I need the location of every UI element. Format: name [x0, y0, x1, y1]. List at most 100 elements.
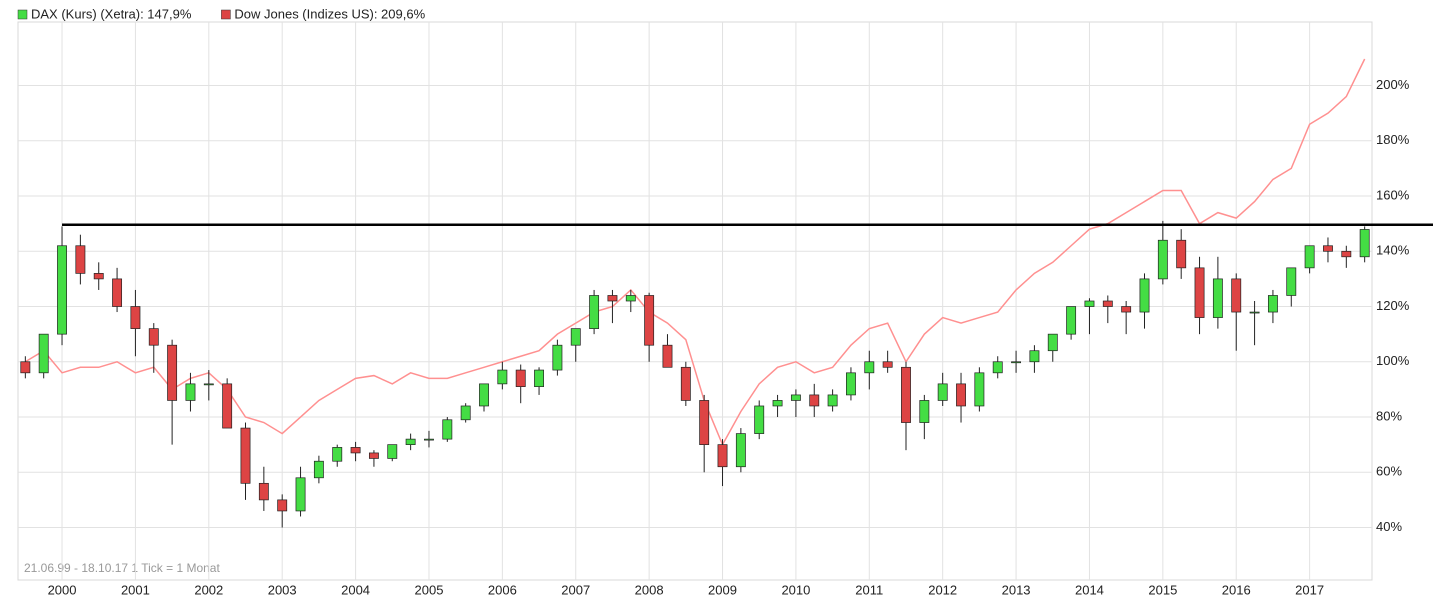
candle-body: [827, 394, 838, 407]
candle-body: [992, 361, 1003, 374]
x-tick-label: 2011: [855, 582, 883, 597]
candle-body: [1194, 267, 1205, 318]
candle-body: [754, 405, 765, 434]
candle-body: [387, 444, 398, 459]
candle-body: [93, 273, 104, 280]
candle-body: [772, 400, 783, 407]
footnote: 21.06.99 - 18.10.17 1 Tick = 1 Monat: [24, 561, 220, 575]
candle-body: [515, 369, 526, 387]
x-tick-label: 2000: [48, 582, 77, 597]
candle-body: [644, 295, 655, 346]
candle-body: [112, 278, 123, 307]
y-tick-label: 180%: [1376, 132, 1410, 147]
candle-body: [1341, 250, 1352, 258]
y-tick-label: 200%: [1376, 77, 1410, 92]
candle-body: [1029, 350, 1040, 363]
x-tick-label: 2013: [1002, 582, 1031, 597]
candle-body: [368, 452, 379, 459]
candle-body: [1066, 306, 1077, 335]
candle-body: [589, 295, 600, 329]
candle-body: [405, 438, 416, 445]
candle-body: [313, 460, 324, 479]
candle-body: [167, 344, 178, 401]
legend-label: DAX (Kurs) (Xetra): 147,9%: [31, 6, 192, 21]
grid: [18, 22, 1372, 580]
candle-body: [1231, 278, 1242, 313]
candle-body: [552, 344, 563, 371]
x-tick-label: 2005: [415, 582, 444, 597]
y-tick-label: 40%: [1376, 519, 1402, 534]
candle-body: [882, 361, 893, 368]
y-tick-label: 60%: [1376, 464, 1402, 479]
candle-body: [901, 366, 911, 423]
x-tick-label: 2015: [1148, 582, 1177, 597]
candle-body: [662, 344, 673, 368]
x-tick-label: 2001: [121, 582, 150, 597]
candle-body: [1121, 306, 1132, 313]
candle-body: [258, 482, 269, 501]
candle-body: [1304, 245, 1315, 269]
x-tick-label: 2017: [1295, 582, 1324, 597]
candle-body: [534, 369, 544, 387]
candle-body: [974, 372, 985, 407]
candle-body: [350, 447, 361, 454]
candle-body: [625, 295, 636, 302]
candle-body: [809, 394, 820, 407]
candle-body: [956, 383, 966, 407]
candle-body: [864, 361, 875, 374]
candle-body: [735, 433, 746, 468]
candle-body: [460, 405, 471, 421]
candle-body: [1084, 300, 1095, 307]
candle-body: [240, 427, 251, 484]
candle-body: [607, 295, 618, 302]
candle-body: [570, 328, 581, 346]
candle-body: [1359, 229, 1370, 258]
candle-body: [1011, 361, 1022, 364]
legend-swatch: [17, 9, 28, 20]
y-tick-label: 100%: [1376, 353, 1410, 368]
plot-frame: [17, 21, 1373, 581]
x-tick-label: 2009: [708, 582, 737, 597]
candle-body: [1102, 300, 1113, 307]
candle-body: [1157, 239, 1168, 280]
candle-body: [424, 438, 434, 441]
candle-body: [790, 394, 801, 401]
candle-body: [332, 447, 343, 462]
y-tick-label: 80%: [1376, 408, 1402, 423]
candle-body: [1047, 333, 1058, 352]
candle-body: [442, 419, 453, 440]
candle-body: [148, 328, 159, 346]
x-tick-label: 2016: [1222, 582, 1251, 597]
candle-body: [1249, 311, 1260, 314]
candle-body: [20, 361, 31, 374]
x-tick-label: 2012: [928, 582, 957, 597]
candle-body: [1286, 267, 1297, 296]
candle-body: [919, 400, 930, 423]
x-tick-label: 2008: [635, 582, 664, 597]
candle-body: [203, 383, 214, 386]
x-tick-label: 2004: [341, 582, 370, 597]
y-tick-label: 140%: [1376, 243, 1410, 258]
legend-swatch: [221, 9, 231, 20]
candle-body: [717, 444, 728, 468]
candle-body: [222, 383, 233, 429]
candle-body: [75, 245, 86, 274]
x-tick-label: 2002: [194, 582, 223, 597]
candle-body: [1139, 278, 1150, 313]
x-tick-label: 2006: [488, 582, 517, 597]
candle-body: [699, 400, 710, 445]
candle-body: [680, 366, 691, 401]
candle-body: [277, 499, 288, 512]
x-tick-label: 2003: [268, 582, 297, 597]
candle-body: [38, 333, 49, 374]
legend-label: Dow Jones (Indizes US): 209,6%: [234, 6, 425, 21]
candle-body: [479, 383, 489, 407]
y-tick-label: 120%: [1376, 298, 1410, 313]
candle-body: [130, 306, 141, 329]
x-tick-label: 2010: [781, 582, 810, 597]
candle-body: [1176, 239, 1187, 269]
y-tick-label: 160%: [1376, 187, 1410, 202]
candle-body: [295, 477, 306, 512]
x-tick-label: 2014: [1075, 582, 1104, 597]
